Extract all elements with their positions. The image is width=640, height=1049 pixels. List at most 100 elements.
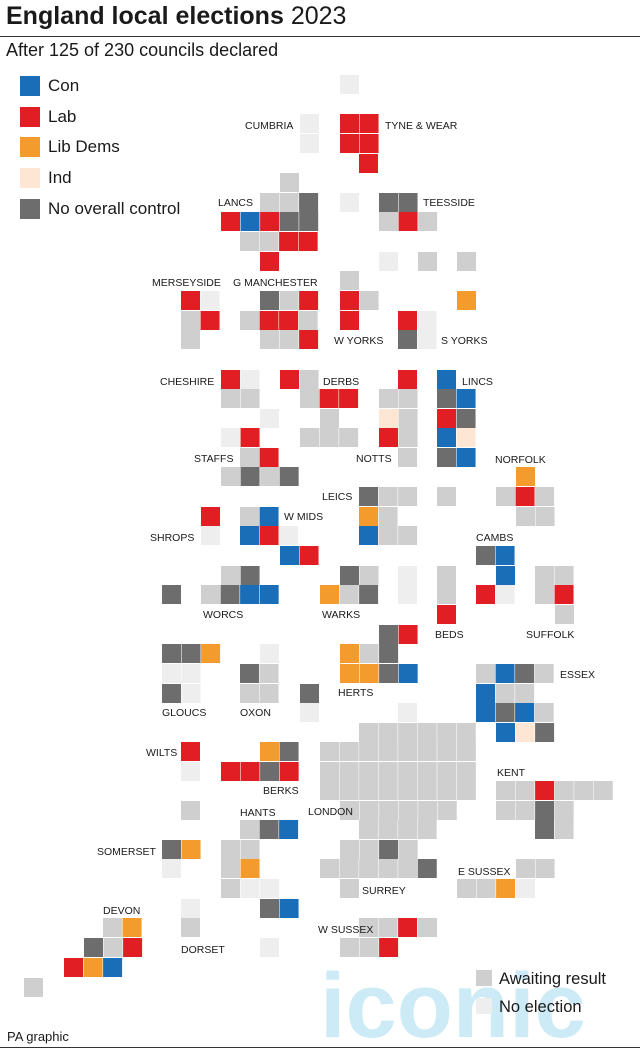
council-tile-awaiting [359, 291, 379, 310]
council-tile-noc [359, 585, 379, 604]
council-tile-awaiting [259, 664, 279, 683]
council-tile-awaiting [476, 879, 496, 898]
key-item-none: No election [476, 998, 582, 1018]
council-tile-awaiting [260, 193, 279, 212]
council-tile-ld [359, 664, 379, 683]
council-tile-awaiting [300, 428, 319, 447]
council-tile-noc [240, 566, 260, 585]
council-tile-awaiting [378, 742, 398, 761]
council-tile-awaiting [221, 859, 240, 878]
region-label-wilts: WILTS [146, 747, 177, 759]
council-tile-noc [259, 820, 279, 839]
council-tile-lab [515, 487, 535, 506]
legend-item-ld: Lib Dems [20, 137, 120, 158]
council-tile-awaiting [359, 938, 379, 957]
region-label-berks: BERKS [263, 785, 299, 797]
council-tile-lab [299, 330, 319, 349]
council-tile-none [200, 291, 220, 310]
page-title: England local elections 2023 [6, 2, 347, 30]
council-tile-lab [476, 585, 495, 604]
footer-rule [0, 1047, 640, 1048]
council-tile-awaiting [221, 840, 240, 859]
council-tile-noc [379, 840, 399, 859]
council-tile-lab [319, 389, 339, 408]
council-tile-none [240, 370, 260, 389]
council-tile-awaiting [320, 762, 339, 781]
council-tile-con [279, 820, 299, 839]
council-tile-noc [300, 684, 319, 703]
council-tile-none [398, 585, 417, 604]
council-tile-none [340, 75, 359, 94]
council-tile-awaiting [535, 585, 554, 604]
council-tile-awaiting [554, 820, 574, 839]
council-tile-awaiting [298, 311, 318, 330]
region-label-w-sussex: W SUSSEX [318, 924, 373, 936]
council-tile-awaiting [398, 840, 418, 859]
council-tile-ld [260, 742, 279, 761]
council-tile-noc [340, 566, 359, 585]
council-tile-awaiting [554, 566, 574, 585]
council-tile-none [162, 664, 181, 683]
council-tile-awaiting [535, 566, 554, 585]
region-label-oxon: OXON [240, 707, 271, 719]
council-tile-none [300, 703, 319, 722]
iconic-watermark: iconic [320, 955, 586, 1045]
council-tile-awaiting [515, 684, 535, 703]
council-tile-awaiting [240, 684, 259, 703]
council-tile-noc [535, 801, 555, 820]
council-tile-none [417, 330, 437, 349]
council-tile-none [260, 644, 279, 663]
council-tile-none [181, 684, 201, 703]
council-tile-awaiting [279, 291, 299, 310]
legend-item-ind: Ind [20, 168, 72, 189]
council-tile-awaiting [496, 487, 515, 506]
region-label-derbs: DERBS [323, 376, 359, 388]
council-tile-awaiting [339, 859, 359, 878]
council-tile-con [476, 684, 495, 703]
council-tile-lab [221, 762, 240, 781]
council-tile-con [476, 703, 495, 722]
legend-item-lab: Lab [20, 107, 76, 128]
council-tile-noc [260, 899, 279, 918]
region-label-norfolk: NORFOLK [495, 454, 546, 466]
council-tile-awaiting [24, 978, 43, 997]
council-tile-con [359, 526, 378, 545]
council-tile-awaiting [378, 781, 398, 800]
council-tile-awaiting [437, 742, 457, 761]
council-tile-con [259, 585, 279, 604]
council-tile-awaiting [456, 742, 476, 761]
council-tile-lab [259, 311, 279, 330]
council-tile-lab [221, 212, 240, 231]
council-tile-awaiting [221, 389, 240, 408]
council-tile-ld [320, 585, 339, 604]
council-tile-awaiting [359, 820, 378, 839]
council-tile-ld [83, 958, 103, 977]
council-tile-ind [379, 409, 398, 428]
council-tile-awaiting [240, 389, 260, 408]
council-tile-awaiting [398, 723, 418, 742]
council-tile-noc [437, 389, 456, 408]
council-tile-lab [64, 958, 83, 977]
council-tile-awaiting [319, 428, 339, 447]
council-tile-noc [279, 742, 299, 761]
region-label-w-yorks: W YORKS [334, 335, 383, 347]
council-tile-con [515, 703, 535, 722]
key-item-awaiting: Awaiting result [476, 970, 606, 990]
council-tile-noc [260, 291, 279, 310]
council-tile-lab [259, 448, 279, 467]
council-tile-awaiting [398, 448, 417, 467]
council-tile-awaiting [398, 487, 418, 506]
council-tile-awaiting [240, 840, 260, 859]
council-tile-awaiting [417, 762, 437, 781]
council-tile-noc [279, 467, 299, 486]
legend-item-con: Con [20, 76, 79, 97]
council-tile-awaiting [279, 193, 299, 212]
council-tile-awaiting [181, 918, 200, 937]
council-tile-none [201, 526, 220, 545]
council-tile-awaiting [201, 585, 220, 604]
council-tile-awaiting [378, 762, 398, 781]
council-tile-awaiting [535, 507, 555, 526]
council-tile-none [300, 134, 319, 153]
council-tile-awaiting [240, 507, 259, 526]
region-label-lancs: LANCS [218, 197, 253, 209]
